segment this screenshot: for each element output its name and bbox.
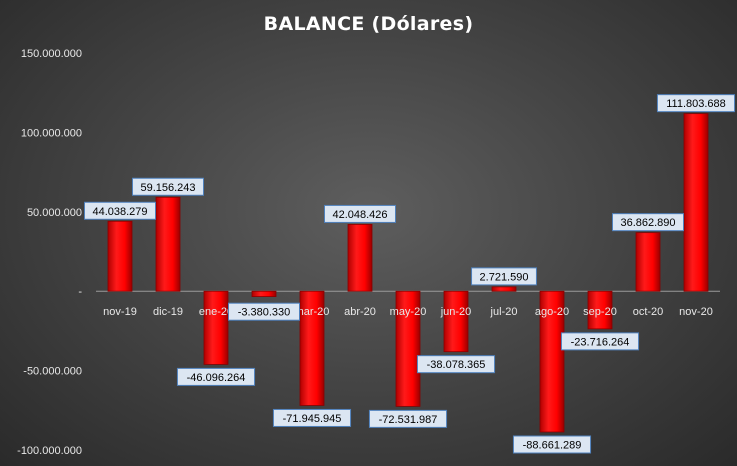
data-label-text: -72.531.987	[379, 414, 438, 426]
data-label-box	[560, 332, 640, 351]
bar	[443, 290, 469, 353]
bar	[155, 196, 181, 292]
data-label-text: 44.038.279	[92, 206, 147, 218]
x-tick-label: nov-20	[679, 306, 713, 318]
bar	[251, 290, 277, 297]
data-label: -72.531.987	[368, 409, 448, 428]
x-tick-label: ene-20	[199, 306, 233, 318]
y-tick-label: 100.000.000	[21, 127, 82, 139]
data-label: -71.945.945	[272, 408, 352, 427]
chart-title: BALANCE (Dólares)	[263, 13, 474, 35]
data-label-box	[324, 204, 396, 223]
data-label-box	[84, 201, 156, 220]
bar	[539, 290, 565, 433]
x-tick-label: oct-20	[633, 306, 664, 318]
data-label-box	[132, 177, 204, 196]
data-label: 44.038.279	[84, 201, 156, 220]
data-label-box	[416, 355, 496, 374]
x-tick-label: mar-20	[295, 306, 330, 318]
data-label-box	[512, 435, 592, 454]
data-label-box	[612, 213, 684, 232]
data-label-box	[368, 409, 448, 428]
data-label-text: -88.661.289	[523, 439, 582, 451]
data-label: 111.803.688	[656, 94, 736, 113]
data-label: -46.096.264	[176, 367, 256, 386]
bar	[203, 290, 229, 365]
data-label-text: 2.721.590	[480, 271, 529, 283]
data-label: 36.862.890	[612, 213, 684, 232]
data-label-box	[656, 94, 736, 113]
x-tick-label: nov-19	[103, 306, 137, 318]
data-label: -88.661.289	[512, 435, 592, 454]
x-tick-label: dic-19	[153, 306, 183, 318]
data-label-text: 111.803.688	[666, 98, 726, 110]
data-label-text: -71.945.945	[283, 413, 342, 425]
x-tick-label: jul-20	[490, 306, 518, 318]
x-tick-label: jun-20	[440, 306, 472, 318]
x-tick-label: abr-20	[344, 306, 376, 318]
bar	[491, 286, 517, 292]
data-label-text: -23.716.264	[571, 336, 630, 348]
data-label: 59.156.243	[132, 177, 204, 196]
data-label: -23.716.264	[560, 332, 640, 351]
bar	[635, 232, 661, 292]
data-label-box	[228, 302, 300, 321]
y-tick-label: 50.000.000	[27, 207, 82, 219]
x-tick-label: sep-20	[583, 306, 617, 318]
data-label-text: -38.078.365	[427, 359, 486, 371]
data-label: 2.721.590	[471, 267, 537, 286]
x-tick-label: may-20	[390, 306, 427, 318]
data-label-box	[176, 367, 256, 386]
y-tick-label: -	[78, 286, 82, 298]
data-label-text: -3.380.330	[238, 307, 291, 319]
y-tick-label: -50.000.000	[23, 366, 82, 378]
x-tick-label: ago-20	[535, 306, 569, 318]
data-label: -3.380.330	[228, 302, 300, 321]
bar	[395, 290, 421, 407]
bar	[587, 290, 613, 330]
data-label-text: 42.048.426	[332, 209, 387, 221]
data-label-box	[471, 267, 537, 286]
y-tick-label: -100.000.000	[17, 445, 82, 457]
bar	[299, 290, 325, 406]
y-tick-label: 150.000.000	[21, 48, 82, 60]
bar	[347, 224, 373, 292]
data-label-text: 59.156.243	[140, 182, 195, 194]
data-label-text: -46.096.264	[187, 372, 246, 384]
data-label: -38.078.365	[416, 355, 496, 374]
bar	[683, 113, 709, 292]
data-label-text: 36.862.890	[620, 217, 675, 229]
data-label-box	[272, 408, 352, 427]
bar	[107, 220, 133, 292]
data-label: 42.048.426	[324, 204, 396, 223]
